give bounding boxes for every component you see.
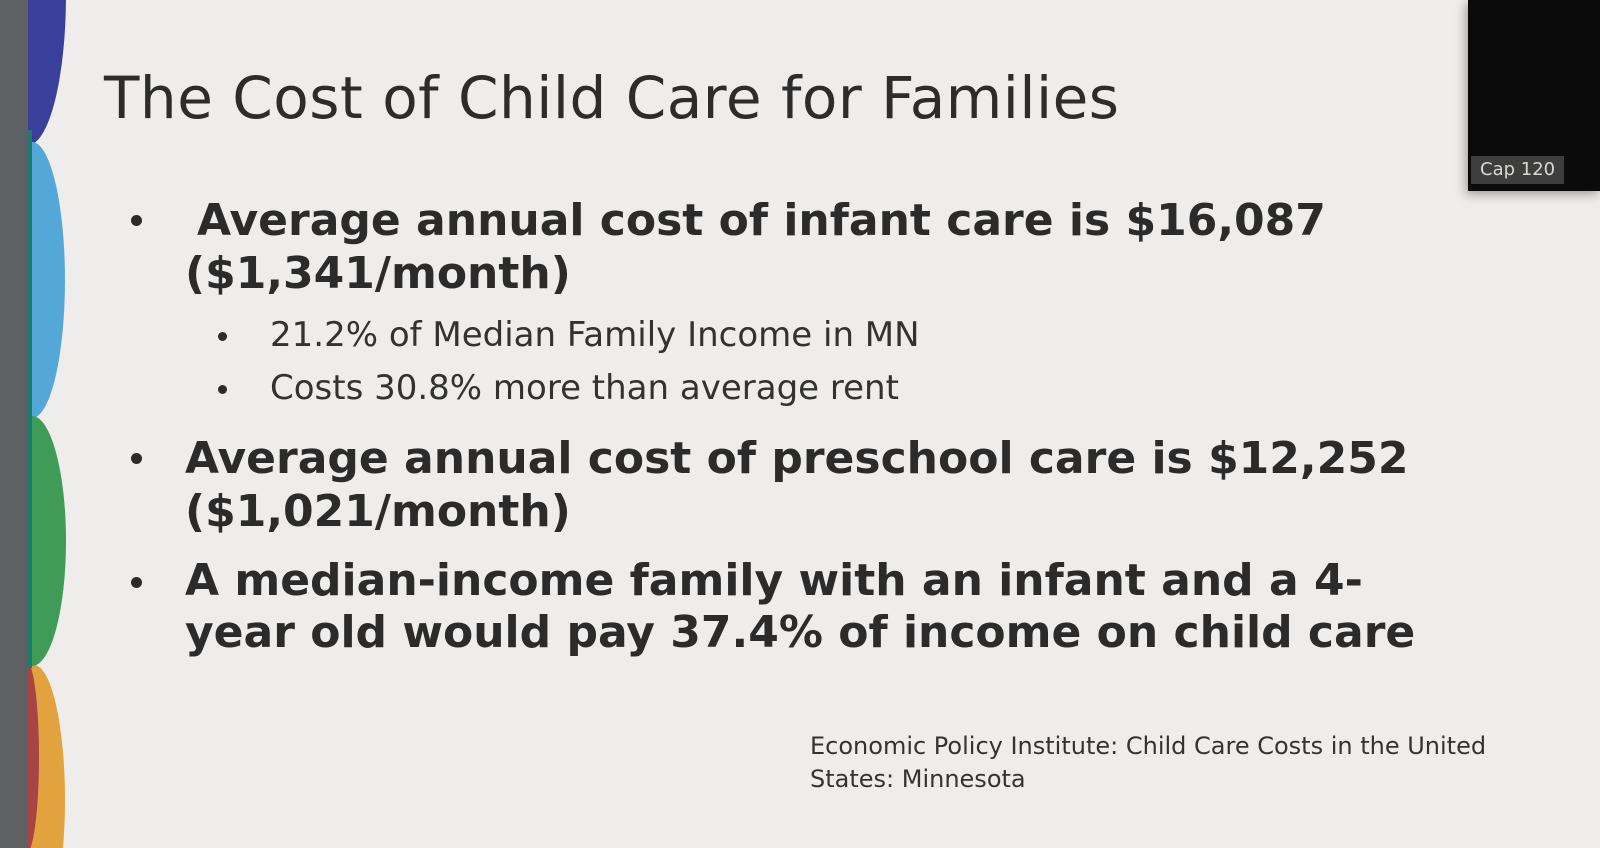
participant-name-badge: Cap 120 bbox=[1471, 156, 1565, 184]
indigo-wave-shape bbox=[28, 0, 66, 145]
bullet-1-line-2: ($1,341/month) bbox=[185, 248, 571, 299]
red-accent-sliver bbox=[28, 661, 39, 848]
citation-line-2: States: Minnesota bbox=[810, 765, 1026, 793]
citation-text: Economic Policy Institute: Child Care Co… bbox=[810, 730, 1486, 796]
blue-wave-shape bbox=[28, 142, 65, 418]
left-accent-waves bbox=[28, 0, 66, 848]
sub-bullet-2: Costs 30.8% more than average rent bbox=[270, 368, 899, 408]
bullet-marker bbox=[131, 453, 142, 464]
sub-bullet-marker bbox=[218, 385, 227, 394]
bullet-marker bbox=[131, 215, 142, 226]
bullet-3-line-2: year old would pay 37.4% of income on ch… bbox=[185, 607, 1416, 658]
left-gray-rail bbox=[0, 0, 28, 848]
citation-line-1: Economic Policy Institute: Child Care Co… bbox=[810, 732, 1487, 760]
bullet-1-line-1: Average annual cost of infant care is $1… bbox=[197, 195, 1326, 246]
bullet-2-line-2: ($1,021/month) bbox=[185, 486, 571, 537]
bullet-3-line-1: A median-income family with an infant an… bbox=[185, 555, 1363, 606]
slide-title: The Cost of Child Care for Families bbox=[104, 64, 1120, 132]
bullet-2-line-1: Average annual cost of preschool care is… bbox=[185, 433, 1409, 484]
green-wave-shape bbox=[28, 416, 66, 666]
teal-edge-line bbox=[28, 130, 32, 668]
sub-bullet-1: 21.2% of Median Family Income in MN bbox=[270, 315, 920, 355]
participant-video-tile[interactable]: Cap 120 bbox=[1468, 0, 1600, 191]
sub-bullet-marker bbox=[218, 332, 227, 341]
bullet-marker bbox=[131, 577, 142, 588]
